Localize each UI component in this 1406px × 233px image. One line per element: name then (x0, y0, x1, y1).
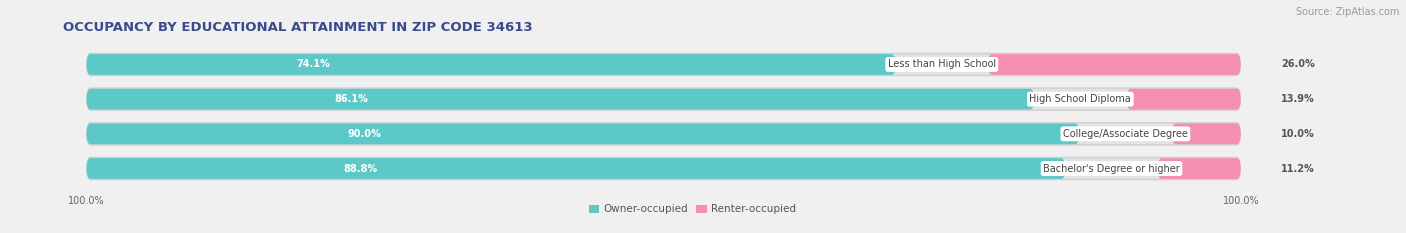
Text: 11.2%: 11.2% (1281, 164, 1315, 174)
Text: Source: ZipAtlas.com: Source: ZipAtlas.com (1295, 7, 1399, 17)
FancyBboxPatch shape (86, 122, 1241, 146)
FancyBboxPatch shape (86, 54, 1241, 75)
Text: 26.0%: 26.0% (1281, 59, 1315, 69)
Text: 10.0%: 10.0% (1281, 129, 1315, 139)
FancyBboxPatch shape (86, 89, 1241, 110)
FancyBboxPatch shape (1126, 89, 1241, 110)
FancyBboxPatch shape (86, 87, 1241, 111)
Text: College/Associate Degree: College/Associate Degree (1063, 129, 1188, 139)
Text: Less than High School: Less than High School (887, 59, 995, 69)
FancyBboxPatch shape (86, 53, 1241, 76)
FancyBboxPatch shape (86, 158, 1066, 179)
FancyBboxPatch shape (86, 158, 1241, 179)
FancyBboxPatch shape (86, 54, 896, 75)
FancyBboxPatch shape (86, 89, 1035, 110)
Text: 13.9%: 13.9% (1281, 94, 1315, 104)
Text: OCCUPANCY BY EDUCATIONAL ATTAINMENT IN ZIP CODE 34613: OCCUPANCY BY EDUCATIONAL ATTAINMENT IN Z… (63, 21, 533, 34)
Text: 86.1%: 86.1% (335, 94, 368, 104)
Legend: Owner-occupied, Renter-occupied: Owner-occupied, Renter-occupied (585, 200, 800, 219)
FancyBboxPatch shape (86, 123, 1241, 144)
FancyBboxPatch shape (988, 54, 1241, 75)
Text: 74.1%: 74.1% (297, 59, 330, 69)
Text: High School Diploma: High School Diploma (1029, 94, 1132, 104)
FancyBboxPatch shape (1157, 158, 1241, 179)
FancyBboxPatch shape (86, 123, 1080, 144)
Text: 90.0%: 90.0% (347, 129, 381, 139)
FancyBboxPatch shape (86, 157, 1241, 180)
FancyBboxPatch shape (1171, 123, 1241, 144)
Text: 88.8%: 88.8% (343, 164, 378, 174)
Text: Bachelor's Degree or higher: Bachelor's Degree or higher (1043, 164, 1180, 174)
